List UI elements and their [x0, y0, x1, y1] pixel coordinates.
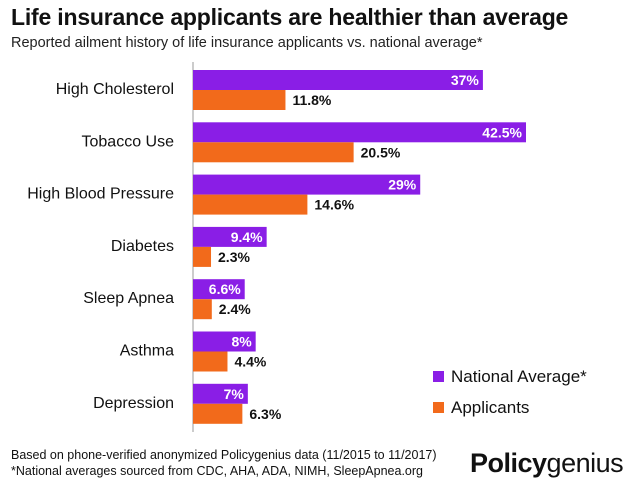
category-label-high-cholesterol: High Cholesterol	[56, 81, 174, 98]
national-average-bar-sleep-apnea	[193, 279, 245, 300]
footnote-data-source: Based on phone-verified anonymized Polic…	[11, 448, 437, 462]
national-average-value-sleep-apnea: 6.6%	[209, 281, 241, 297]
applicants-bar-tobacco-use	[193, 142, 354, 163]
legend-swatch-applicants	[433, 402, 444, 413]
logo-text-bold: Policy	[470, 448, 547, 478]
chart-title: Life insurance applicants are healthier …	[11, 4, 569, 30]
applicants-bar-depression	[193, 403, 243, 424]
national-average-value-depression: 7%	[224, 386, 245, 402]
national-average-bar-high-cholesterol	[193, 70, 483, 90]
bar-chart: High Cholesterol 37% 11.8% Tobacco Use 42.5%…	[27, 62, 587, 432]
national-average-value-high-blood-pressure: 29%	[388, 177, 417, 193]
national-average-bar-high-blood-pressure	[193, 174, 421, 195]
national-average-value-asthma: 8%	[231, 334, 252, 350]
category-label-depression: Depression	[93, 395, 174, 412]
chart-subtitle: Reported ailment history of life insuran…	[11, 35, 483, 51]
applicants-bar-asthma	[193, 351, 228, 372]
applicants-bar-diabetes	[193, 246, 212, 267]
applicants-value-tobacco-use: 20.5%	[361, 144, 401, 160]
applicants-value-high-cholesterol: 11.8%	[292, 92, 331, 108]
category-label-high-blood-pressure: High Blood Pressure	[27, 186, 174, 203]
national-average-value-tobacco-use: 42.5%	[482, 124, 522, 140]
national-average-bar-diabetes	[193, 226, 267, 247]
applicants-value-asthma: 4.4%	[234, 354, 266, 370]
logo-text-regular: genius	[546, 448, 624, 478]
national-average-bar-depression	[193, 383, 248, 404]
applicants-bar-high-blood-pressure	[193, 194, 308, 215]
national-average-bar-asthma	[193, 331, 256, 352]
policygenius-logo: Policygenius	[470, 448, 624, 479]
legend-swatch-national-average	[433, 371, 444, 382]
category-label-asthma: Asthma	[120, 343, 174, 360]
applicants-bar-high-cholesterol	[193, 90, 286, 110]
applicants-value-high-blood-pressure: 14.6%	[314, 197, 354, 213]
footnote-national-sources: *National averages sourced from CDC, AHA…	[11, 464, 423, 478]
applicants-value-sleep-apnea: 2.4%	[219, 301, 251, 317]
category-label-tobacco-use: Tobacco Use	[82, 133, 175, 150]
applicants-bar-sleep-apnea	[193, 299, 212, 320]
applicants-value-depression: 6.3%	[249, 406, 281, 422]
national-average-value-diabetes: 9.4%	[231, 229, 263, 245]
category-label-sleep-apnea: Sleep Apnea	[83, 290, 174, 307]
national-average-bar-tobacco-use	[193, 122, 526, 143]
legend-label-national-average: National Average*	[451, 367, 587, 386]
legend-label-applicants: Applicants	[451, 398, 529, 417]
applicants-value-diabetes: 2.3%	[218, 249, 250, 265]
category-label-diabetes: Diabetes	[111, 238, 174, 255]
national-average-value-high-cholesterol: 37%	[451, 72, 480, 88]
